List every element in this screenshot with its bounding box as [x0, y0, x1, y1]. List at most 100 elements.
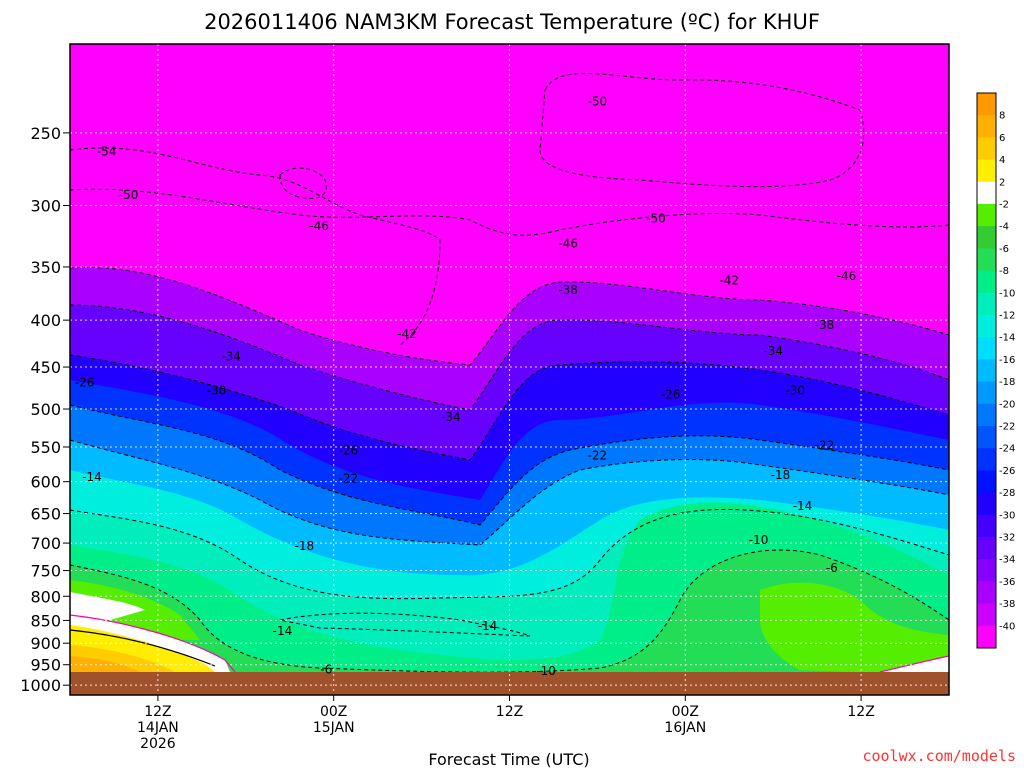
- band-green: [70, 550, 949, 695]
- y-tick-label-0: 250: [30, 124, 61, 143]
- colorbar-swatch-17: [977, 470, 996, 494]
- plot-area: -54 -50 -46 -42 -38 -34 -30 -26 -34 -26 -22 -22 -14 -…: [70, 44, 949, 695]
- colorbar-swatch-24: [977, 625, 996, 649]
- colorbar-swatch-6: [977, 226, 996, 249]
- colorbar-swatch-10: [977, 315, 996, 338]
- colorbar-label-18: -30: [999, 510, 1015, 521]
- colorbar-label-21: -36: [999, 577, 1015, 588]
- colorbar-label-8: -10: [999, 288, 1015, 299]
- band-lime: [760, 582, 949, 673]
- freezing-lines: [70, 614, 949, 673]
- contour-label-6: -30: [207, 383, 227, 397]
- x-tick-label-1-0: 00Z: [320, 704, 347, 720]
- x-tick-label-3-0: 00Z: [672, 704, 699, 720]
- colorbar-swatch-12: [977, 359, 996, 383]
- x-tick-label-0-1: 14JAN: [137, 720, 179, 736]
- contour-label-26: -26: [661, 387, 681, 401]
- y-tick-label-2: 350: [30, 258, 61, 277]
- contour-label-8: -34: [441, 410, 461, 424]
- contour-label-4: -38: [558, 283, 578, 297]
- y-tick-label-3: 400: [30, 311, 61, 330]
- contour-label-27: -22: [815, 439, 835, 453]
- y-tick-label-15: 1000: [20, 676, 61, 695]
- contour-label-19: -50: [646, 212, 666, 226]
- y-axis: 250 300 350 400 450 500 550 600 650 700 750 800 850 9…: [20, 124, 70, 695]
- x-tick-label-2-0: 12Z: [496, 704, 523, 720]
- contour-label-23: -38: [815, 318, 835, 332]
- y-tick-label-13: 900: [30, 634, 61, 653]
- colorbar-swatch-1: [977, 115, 996, 138]
- contour-label-25: -30: [785, 383, 805, 397]
- contour-label-17: -6: [320, 663, 332, 677]
- contour-label-10: -22: [339, 471, 359, 485]
- colorbar-swatch-8: [977, 270, 996, 294]
- colorbar-swatch-14: [977, 403, 996, 427]
- chart-title: 2026011406 NAM3KM Forecast Temperature (…: [204, 10, 820, 34]
- y-tick-label-6: 550: [30, 438, 61, 457]
- contour-labels: -54 -50 -46 -42 -38 -34 -30 -26 -34 -26 -22 -22 -14 -…: [75, 94, 856, 678]
- contour-label-2: -46: [309, 219, 329, 233]
- contour-label-13: -18: [295, 539, 315, 553]
- contour-label-29: -14: [793, 499, 813, 513]
- ground-layer: [70, 672, 949, 695]
- colorbar-swatch-19: [977, 514, 996, 538]
- band-white-1: [70, 592, 145, 620]
- colorbar-label-2: 4: [999, 155, 1005, 166]
- colorbar-swatch-0: [977, 93, 996, 116]
- colorbar-label-7: -8: [999, 266, 1009, 277]
- y-tick-label-10: 750: [30, 562, 61, 581]
- colorbar-label-14: -22: [999, 422, 1015, 433]
- y-tick-label-12: 850: [30, 611, 61, 630]
- colorbar-swatch-5: [977, 204, 996, 227]
- contour-label-18: -50: [588, 94, 608, 108]
- colorbar-swatch-3: [977, 159, 996, 183]
- colorbar-label-5: -4: [999, 222, 1009, 233]
- colorbar-swatch-9: [977, 292, 996, 316]
- x-axis-label: Forecast Time (UTC): [428, 750, 589, 768]
- colorbar-label-20: -34: [999, 555, 1015, 566]
- credit-text: coolwx.com/models: [862, 747, 1016, 765]
- colorbar: 8 6 4 2 -2 -4 -6 -8 -10 -12 -14 -16 -18 -20 -22 -24 -26 -…: [976, 92, 1015, 649]
- colorbar-label-17: -28: [999, 488, 1015, 499]
- colorbar-swatch-16: [977, 448, 996, 471]
- y-tick-label-11: 800: [30, 587, 61, 606]
- contour-label-28: -18: [771, 468, 791, 482]
- contour-label-3: -42: [397, 327, 417, 341]
- y-tick-label-14: 950: [30, 656, 61, 675]
- contour-label-15: -14: [478, 619, 498, 633]
- colorbar-label-13: -20: [999, 399, 1015, 410]
- y-tick-label-5: 500: [30, 400, 61, 419]
- x-tick-label-4-0: 12Z: [847, 704, 874, 720]
- contour-label-16: -10: [536, 664, 556, 678]
- colorbar-swatch-15: [977, 426, 996, 449]
- colorbar-label-22: -38: [999, 599, 1015, 610]
- colorbar-swatch-23: [977, 603, 996, 627]
- colorbar-label-3: 2: [999, 177, 1005, 188]
- y-tick-label-7: 600: [30, 473, 61, 492]
- colorbar-swatch-4: [977, 181, 996, 205]
- colorbar-label-9: -12: [999, 311, 1015, 322]
- y-tick-label-8: 650: [30, 505, 61, 524]
- colorbar-label-23: -40: [999, 621, 1015, 632]
- colorbar-swatch-7: [977, 248, 996, 272]
- colorbar-label-15: -24: [999, 444, 1015, 455]
- y-tick-label-4: 450: [30, 358, 61, 377]
- x-tick-label-0-2: 2026: [140, 736, 176, 752]
- colorbar-frame: [976, 92, 997, 649]
- colorbar-label-6: -6: [999, 244, 1009, 255]
- y-tick-label-1: 300: [30, 197, 61, 216]
- colorbar-label-1: 6: [999, 133, 1005, 144]
- colorbar-swatch-2: [977, 137, 996, 161]
- contour-label-9: -26: [339, 444, 359, 458]
- contour-label-21: -42: [719, 273, 739, 287]
- colorbar-label-16: -26: [999, 466, 1015, 477]
- contour-label-0: -54: [97, 145, 117, 159]
- contour-label-22: -46: [837, 269, 857, 283]
- colorbar-label-10: -14: [999, 333, 1015, 344]
- contour-label-14: -14: [273, 624, 293, 638]
- x-tick-label-1-1: 15JAN: [313, 720, 355, 736]
- contour-label-24: -34: [763, 344, 783, 358]
- contour-label-31: -6: [826, 561, 838, 575]
- contour-label-30: -10: [749, 533, 769, 547]
